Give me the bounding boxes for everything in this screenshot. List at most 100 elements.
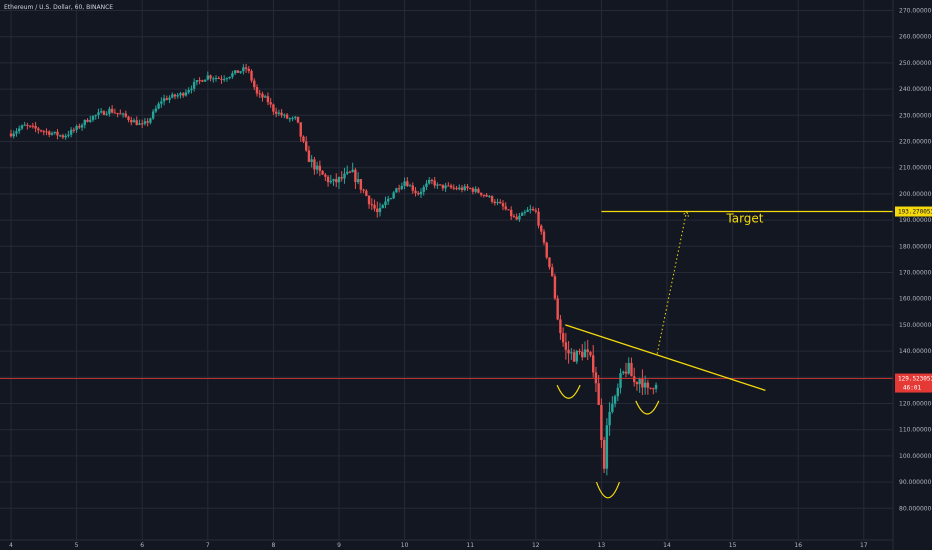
candle-body [67,134,70,136]
candle-body [329,180,332,183]
time-axis[interactable]: 4 5 6 7 8 9 10 11 12 13 14 15 16 17 [9,542,868,549]
candle-body [436,184,439,186]
candle-body [127,116,130,120]
candle-body [458,187,461,190]
drawings: Target [0,209,893,499]
candle-body [299,122,302,137]
candle-body [212,78,215,80]
candle-body [277,112,281,114]
candle-body [26,124,29,126]
candle-body [586,349,589,352]
candle-body [389,198,393,200]
candle-body [490,196,494,202]
candle-body [608,411,611,426]
candle-body [332,179,335,181]
pattern-arc[interactable] [635,400,660,415]
candle-body [343,173,346,179]
y-tick-label: 200.000000 [899,191,932,198]
y-tick-label: 170.000000 [899,270,932,277]
pattern-arc[interactable] [556,384,581,399]
candle-body [518,215,521,220]
candle-body [53,131,56,134]
current-price-tag-label: 129.523053 [898,376,932,383]
candle-body [575,351,578,362]
candle-body [335,179,338,183]
candle-body [633,376,636,382]
y-tick-label: 220.000000 [899,139,932,146]
candle-body [471,188,475,192]
x-tick-label: 6 [140,542,144,549]
candle-body [444,185,447,189]
candle-body [168,97,171,100]
candle-body [422,186,425,192]
x-tick-label: 10 [401,542,409,549]
candle-body [430,179,434,181]
candle-body [56,131,59,136]
candle-body [537,211,540,226]
projection-arrow[interactable] [656,210,688,354]
candle-body [551,267,554,277]
candle-body [187,90,190,93]
x-tick-label: 17 [860,542,868,549]
candle-body [376,208,379,213]
candle-body [89,119,92,122]
candle-body [209,75,212,79]
candle-body [649,387,652,389]
candle-body [94,115,97,117]
target-price-tag-label: 193.270053 [898,209,932,216]
candle-body [269,102,272,105]
candle-body [627,362,630,374]
candle-body [507,209,510,211]
candle-body [365,190,368,196]
candle-body [39,130,43,132]
candle-body [190,88,193,91]
grid [0,0,893,540]
candle-body [452,187,455,189]
candle-body [206,75,209,80]
trend-line[interactable] [565,324,766,392]
candle-body [469,188,472,190]
candle-body [318,165,322,171]
candle-body [326,176,330,183]
candle-body [641,379,644,388]
candle-body [97,112,100,116]
candle-body [534,210,537,212]
candle-body [179,93,182,96]
candle-body [315,165,319,170]
x-tick-label: 16 [794,542,802,549]
y-tick-label: 190.000000 [899,217,932,224]
y-tick-label: 140.000000 [899,348,932,355]
candle-body [261,93,264,98]
candle-body [141,123,144,125]
candle-body [59,135,62,137]
candle-body [149,118,152,123]
candle-body [23,124,26,126]
candle-body [553,276,557,299]
candle-body [12,133,15,137]
y-tick-label: 90.000000 [899,479,932,486]
candle-body [116,112,119,114]
y-tick-label: 260.000000 [899,34,932,41]
y-tick-label: 230.000000 [899,112,932,119]
candle-body [340,177,343,179]
candle-body [236,70,240,73]
candle-body [91,115,95,120]
candle-body [414,190,417,194]
candle-body [373,204,376,209]
pattern-arc[interactable] [595,481,621,499]
candle-body [572,352,576,362]
candle-body [283,114,286,116]
candle-body [592,355,595,373]
candle-body [119,113,122,115]
candle-body [548,257,551,268]
candle-body [255,87,259,94]
candle-body [646,382,650,388]
candle-body [433,180,436,186]
candle-body [346,171,349,174]
candle-body [296,116,300,123]
candle-body [387,198,390,202]
candle-body [400,185,404,189]
price-axis[interactable]: 80.000000 90.000000 100.000000 110.000000 12… [899,8,932,513]
